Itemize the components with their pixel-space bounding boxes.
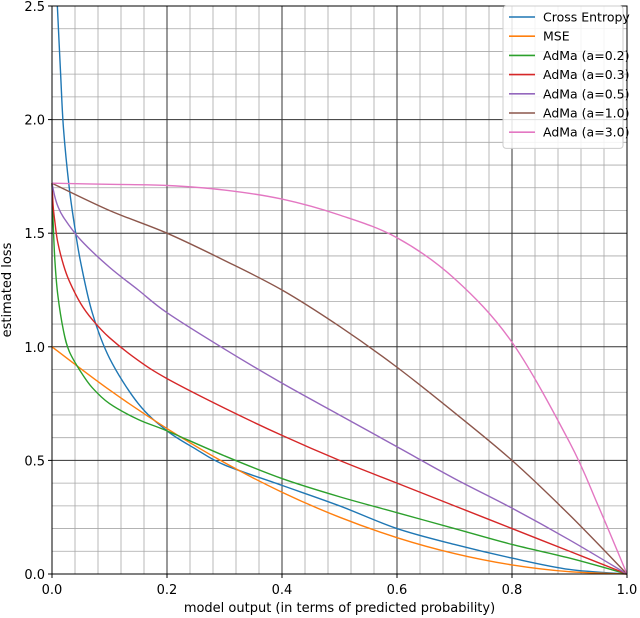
legend-entry: AdMa (a=3.0)	[543, 125, 629, 140]
y-tick-label: 2.0	[24, 114, 45, 129]
series-line-5	[51, 182, 628, 575]
y-tick-label: 1.0	[24, 341, 45, 356]
x-tick-label: 0.8	[502, 583, 523, 598]
y-tick-label: 0.0	[24, 568, 45, 583]
legend-entry: AdMa (a=0.2)	[543, 48, 629, 63]
legend-entry: AdMa (a=0.5)	[543, 86, 629, 101]
series-layer	[51, 5, 628, 575]
legend-entry: AdMa (a=1.0)	[543, 106, 629, 121]
axis-ticks: 0.0 0.2 0.4 0.6 0.8 1.0 0.0 0.5 1.0 1.5 2.0 2.5	[24, 0, 637, 598]
x-axis-label: model output (in terms of predicted prob…	[184, 601, 495, 616]
legend: Cross Entropy MSE AdMa (a=0.2) AdMa (a=0.3)…	[502, 5, 630, 149]
x-tick-label: 0.0	[42, 583, 63, 598]
x-tick-label: 0.4	[272, 583, 293, 598]
legend-entry: Cross Entropy	[543, 10, 630, 25]
legend-entry: MSE	[543, 29, 570, 44]
series-line-1	[51, 346, 628, 575]
plot-frame	[51, 5, 628, 575]
series-line-3	[51, 183, 628, 575]
series-line-2	[51, 183, 628, 575]
x-tick-label: 1.0	[617, 583, 638, 598]
y-tick-label: 0.5	[24, 454, 45, 469]
y-tick-label: 2.5	[24, 0, 45, 15]
series-line-4	[51, 183, 628, 575]
x-tick-label: 0.6	[387, 583, 408, 598]
y-axis-label: estimated loss	[0, 242, 15, 337]
x-tick-label: 0.2	[157, 583, 178, 598]
series-line-6	[51, 182, 628, 575]
y-tick-label: 1.5	[24, 227, 45, 242]
legend-entry: AdMa (a=0.3)	[543, 67, 629, 82]
